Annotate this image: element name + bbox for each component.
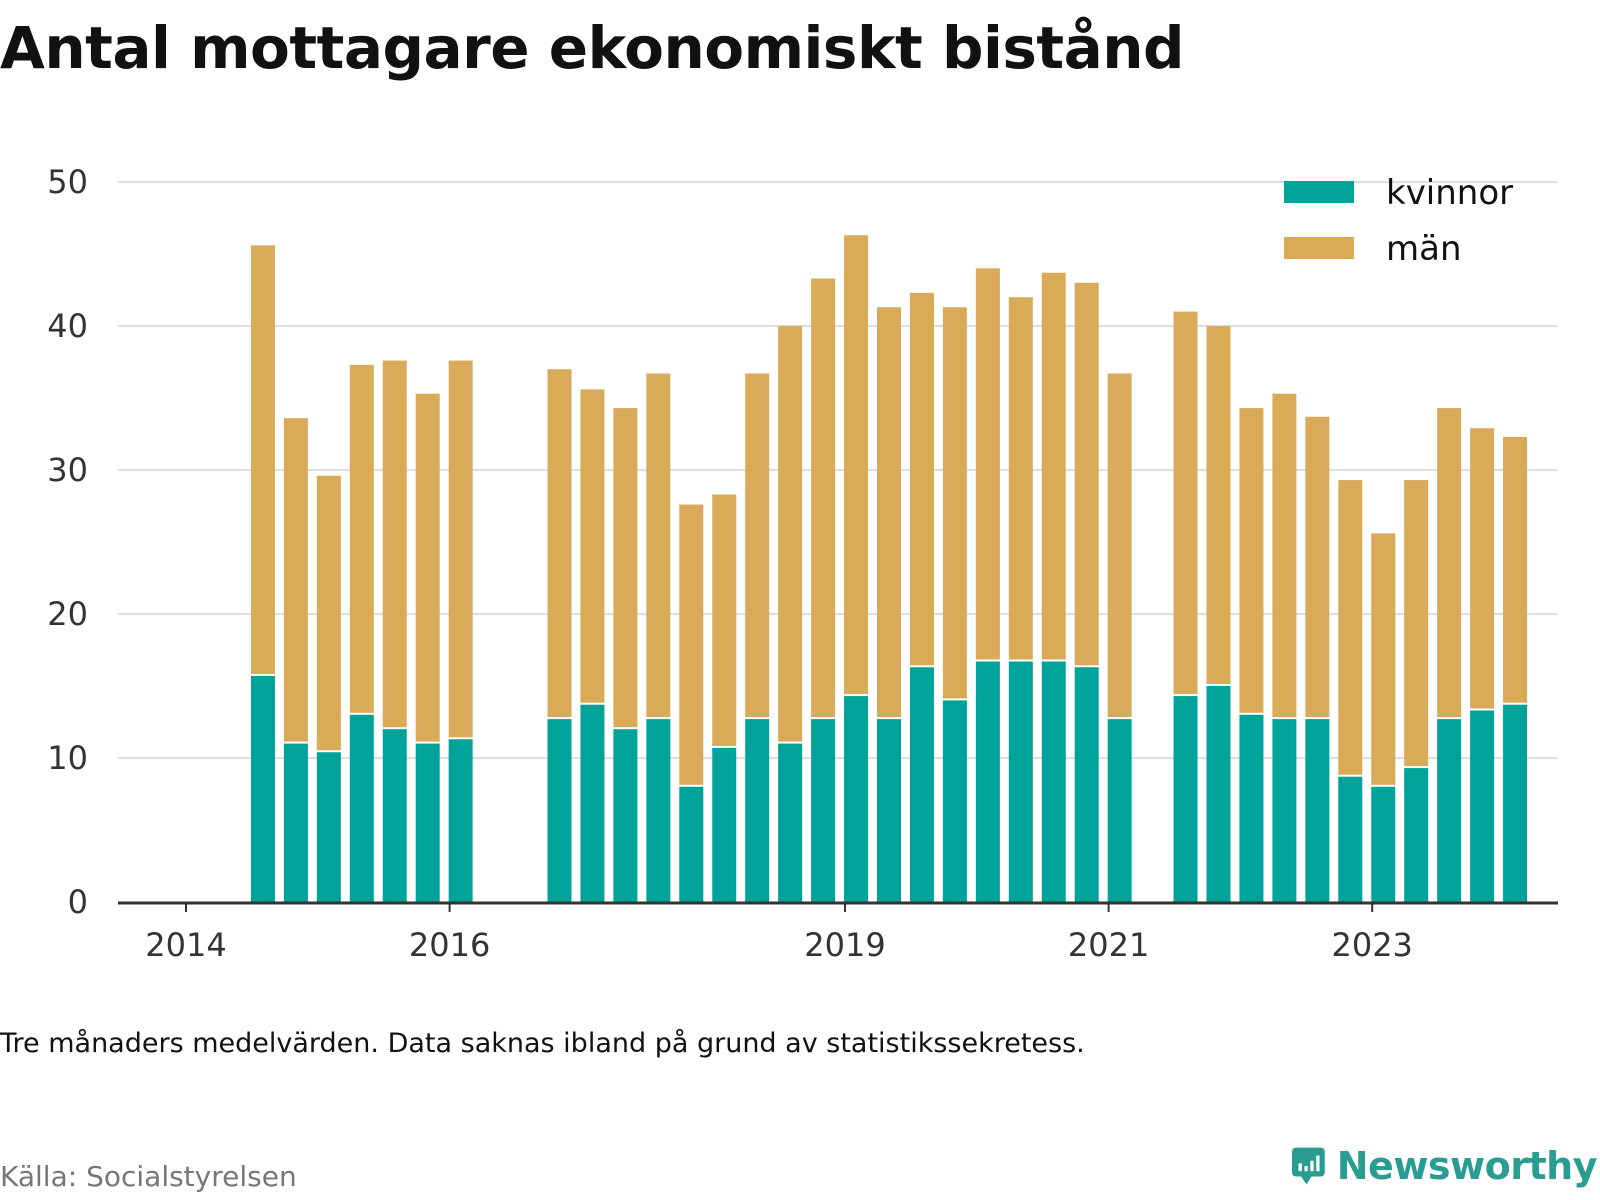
y-tick-label: 40	[47, 307, 88, 345]
bar-kvinnor	[448, 739, 473, 902]
bar-man	[1503, 436, 1528, 703]
bar-man	[316, 475, 341, 751]
bar-man	[448, 360, 473, 738]
bar-man	[349, 364, 374, 713]
bar-kvinnor	[1404, 768, 1429, 902]
bar-man	[613, 408, 638, 728]
bar-man	[877, 307, 901, 718]
bar-man	[679, 504, 704, 785]
bar-kvinnor	[382, 729, 407, 902]
bar-kvinnor	[811, 719, 836, 902]
bar-kvinnor	[283, 743, 308, 902]
bar-man	[778, 326, 803, 742]
bar-kvinnor	[679, 786, 704, 902]
bar-man	[844, 235, 869, 695]
x-tick-label: 2019	[804, 926, 885, 964]
bar-man	[1437, 408, 1462, 718]
bar-kvinnor	[1503, 704, 1528, 902]
bar-man	[250, 245, 275, 674]
y-tick-label: 10	[47, 739, 88, 777]
bar-kvinnor	[1437, 719, 1462, 902]
bar-kvinnor	[1338, 776, 1363, 902]
bar-kvinnor	[613, 729, 638, 902]
bar-kvinnor	[1206, 686, 1231, 902]
brand-name: Newsworthy	[1336, 1144, 1598, 1188]
newsworthy-brand[interactable]: Newsworthy	[1292, 1138, 1598, 1194]
bar-kvinnor	[415, 743, 440, 902]
bar-man	[1338, 480, 1363, 775]
bar-man	[1041, 272, 1066, 660]
bar-man	[712, 494, 737, 746]
bar-kvinnor	[778, 743, 803, 902]
bar-kvinnor	[580, 704, 605, 902]
legend-swatch	[1284, 181, 1354, 203]
y-tick-label: 50	[47, 163, 88, 201]
bars	[250, 235, 1528, 902]
bar-kvinnor	[646, 719, 671, 902]
bar-kvinnor	[316, 752, 341, 902]
legend-label: män	[1386, 229, 1462, 269]
x-tick-label: 2021	[1068, 926, 1149, 964]
bar-kvinnor	[547, 719, 572, 902]
bar-man	[909, 292, 934, 666]
chart-title: Antal mottagare ekonomiskt bistånd	[0, 14, 1185, 82]
bar-man	[646, 373, 671, 718]
bar-kvinnor	[1239, 714, 1264, 902]
y-axis-labels: 0 10 20 30 40 50	[47, 163, 88, 921]
bar-kvinnor	[1173, 696, 1198, 902]
chart-note: Tre månaders medelvärden. Data saknas ib…	[0, 1028, 1085, 1059]
bar-kvinnor	[1305, 719, 1330, 902]
bar-man	[1074, 282, 1099, 666]
bar-man	[415, 393, 440, 742]
bar-man	[1305, 416, 1330, 718]
bar-kvinnor	[1008, 661, 1033, 902]
bar-man	[1206, 326, 1231, 684]
legend-label: kvinnor	[1386, 173, 1513, 213]
bar-man	[547, 369, 572, 718]
chart-area: 0 10 20 30 40 50 2014 2016 2019 2021 2023 kvinnor…	[47, 163, 1558, 964]
bar-man	[1107, 373, 1132, 718]
bar-kvinnor	[712, 747, 737, 902]
bar-kvinnor	[349, 714, 374, 902]
bar-kvinnor	[1272, 719, 1297, 902]
bar-kvinnor	[1041, 661, 1066, 902]
bar-kvinnor	[877, 719, 901, 902]
bar-man	[1470, 428, 1495, 709]
bar-man	[811, 278, 836, 718]
bar-man	[1239, 408, 1264, 713]
bar-man	[1404, 480, 1429, 767]
bar-man	[975, 268, 1000, 660]
bar-man	[1371, 533, 1396, 785]
bar-man	[1272, 393, 1297, 718]
bar-kvinnor	[909, 667, 934, 902]
source-text: Källa: Socialstyrelsen	[0, 1160, 297, 1193]
bar-kvinnor	[844, 696, 869, 902]
bar-man	[1173, 311, 1198, 695]
bar-man	[580, 389, 605, 703]
y-tick-label: 0	[68, 883, 88, 921]
bar-man	[942, 307, 967, 699]
bar-man	[283, 418, 308, 742]
y-tick-label: 30	[47, 451, 88, 489]
bar-kvinnor	[1470, 710, 1495, 902]
x-tick-label: 2014	[145, 926, 226, 964]
legend: kvinnor män	[1284, 173, 1513, 269]
x-tick-label: 2016	[409, 926, 490, 964]
bar-kvinnor	[942, 700, 967, 902]
bar-man	[382, 360, 407, 728]
bar-kvinnor	[745, 719, 770, 902]
bar-kvinnor	[250, 675, 275, 902]
bar-kvinnor	[1371, 786, 1396, 902]
x-axis: 2014 2016 2019 2021 2023	[118, 901, 1558, 964]
x-tick-label: 2023	[1331, 926, 1412, 964]
bar-kvinnor	[975, 661, 1000, 902]
bar-man	[745, 373, 770, 718]
newsworthy-logo-icon	[1292, 1147, 1325, 1185]
y-tick-label: 20	[47, 595, 88, 633]
bar-kvinnor	[1074, 667, 1099, 902]
bar-man	[1008, 297, 1033, 660]
legend-swatch	[1284, 237, 1354, 259]
bar-kvinnor	[1107, 719, 1132, 902]
